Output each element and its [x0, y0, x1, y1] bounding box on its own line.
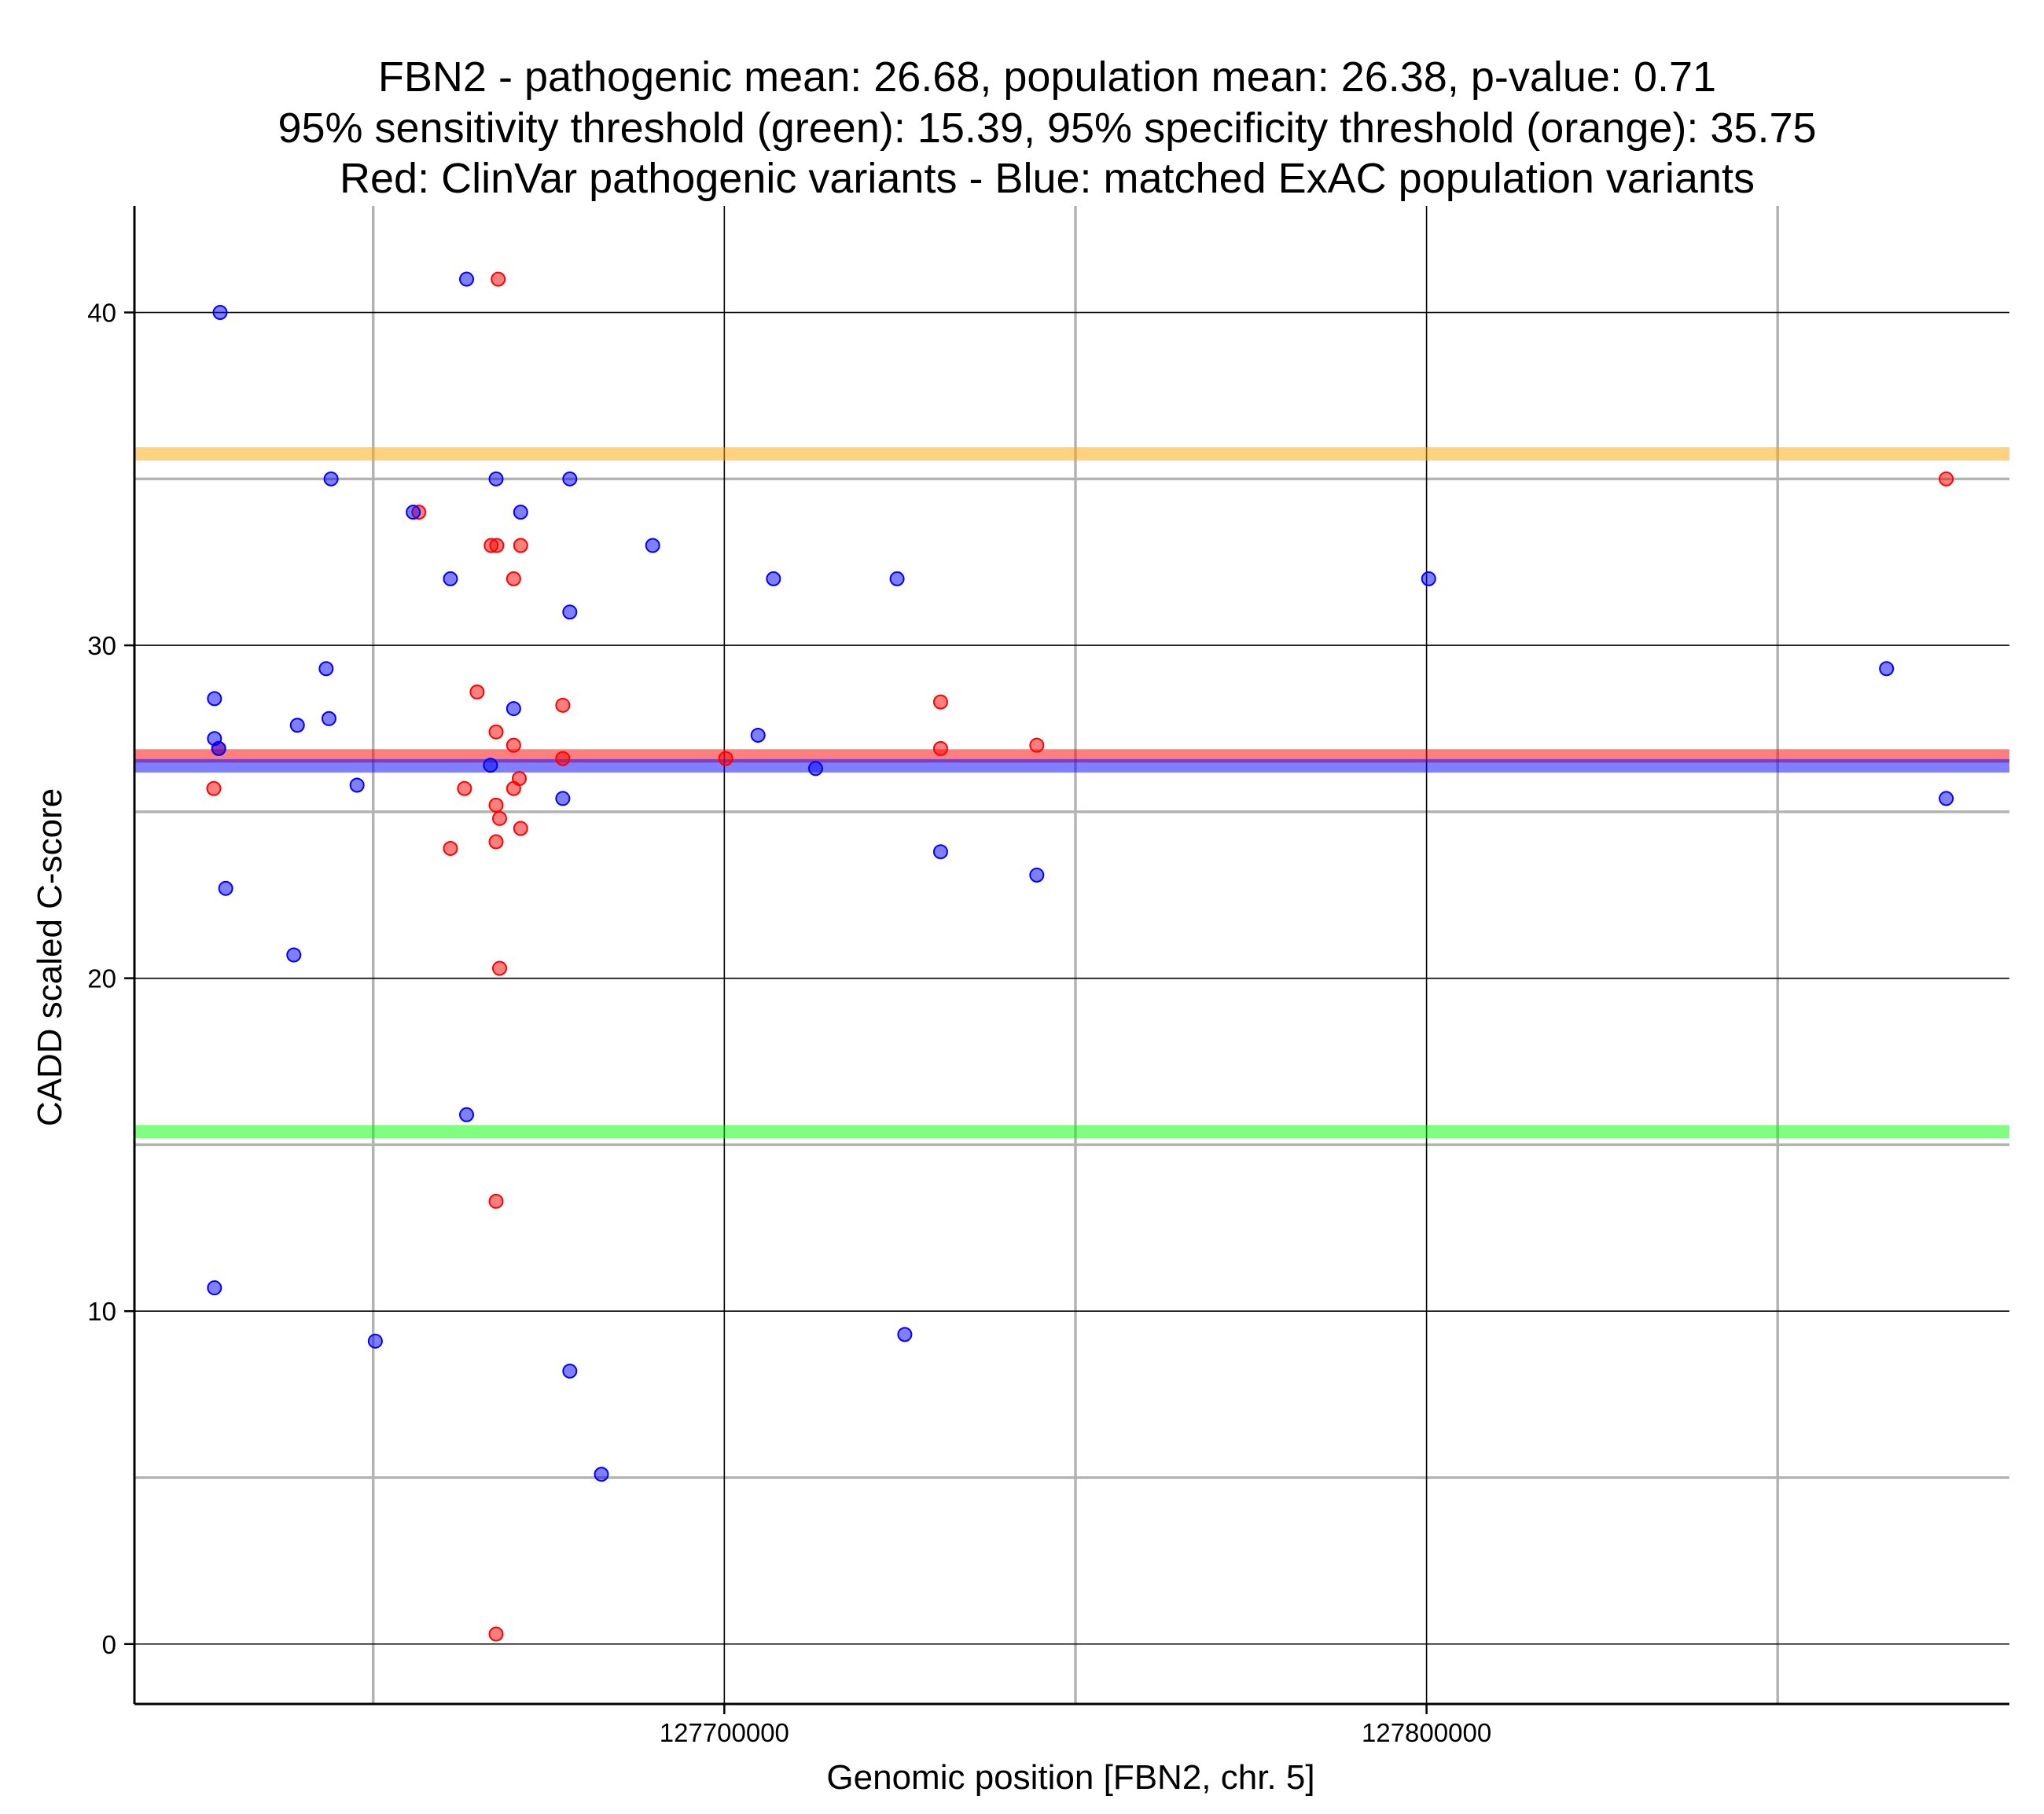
- population-point: [207, 691, 222, 707]
- population-point: [1879, 661, 1895, 677]
- population-point: [406, 505, 421, 520]
- population-point: [513, 505, 528, 520]
- pathogenic-point: [489, 538, 505, 553]
- pathogenic-point: [469, 684, 485, 700]
- pathogenic-point: [505, 571, 521, 586]
- population-point: [889, 571, 905, 586]
- y-tick-label: 20: [87, 964, 116, 993]
- pathogenic-point: [206, 780, 222, 796]
- y-axis-title: CADD scaled C-score: [31, 788, 69, 1126]
- pathogenic-point: [932, 740, 948, 756]
- population-point: [645, 538, 660, 553]
- population-point: [807, 761, 823, 777]
- data-points: [206, 271, 1954, 1642]
- population-point: [212, 305, 228, 321]
- x-tick-label: 127700000: [660, 1718, 789, 1747]
- population-point: [562, 1363, 578, 1379]
- y-tick-label: 30: [87, 631, 116, 660]
- pathogenic-point: [488, 724, 504, 740]
- pathogenic-point: [488, 1626, 504, 1642]
- pathogenic-point: [491, 810, 507, 826]
- pathogenic-point: [555, 751, 571, 766]
- population-point: [367, 1333, 383, 1349]
- y-tick-label: 10: [87, 1297, 116, 1326]
- pathogenic-point: [505, 737, 521, 753]
- population-point: [505, 701, 521, 717]
- x-tick-label: 127800000: [1362, 1718, 1491, 1747]
- population-point: [562, 604, 578, 620]
- population-point: [932, 844, 948, 860]
- population-point: [321, 711, 336, 726]
- population-point: [289, 718, 305, 733]
- population-point: [1421, 571, 1436, 586]
- title-line-1: FBN2 - pathogenic mean: 26.68, populatio…: [378, 53, 1716, 101]
- population-point: [594, 1467, 609, 1482]
- reference-lines: [134, 447, 2009, 1139]
- pathogenic-point: [488, 797, 504, 813]
- pathogenic-point: [1939, 471, 1954, 487]
- pathogenic-point: [488, 1193, 504, 1209]
- population-point: [207, 1280, 222, 1296]
- pathogenic-point: [491, 960, 507, 976]
- population-point: [211, 740, 226, 756]
- population-point: [323, 471, 339, 487]
- population-point: [488, 471, 504, 487]
- axes: [124, 206, 2009, 1714]
- population-point: [750, 727, 766, 743]
- y-tick-label: 40: [87, 299, 116, 328]
- pathogenic-point: [1029, 737, 1045, 753]
- pathogenic-point: [512, 771, 528, 787]
- population-point: [318, 661, 334, 677]
- population-point: [1939, 791, 1954, 806]
- population-point: [766, 571, 781, 586]
- pathogenic-point: [457, 780, 472, 796]
- population-point: [1029, 867, 1045, 883]
- pathogenic-point: [491, 271, 506, 287]
- pathogenic-point: [555, 697, 571, 713]
- title-line-2: 95% sensitivity threshold (green): 15.39…: [278, 105, 1816, 152]
- population-point: [443, 571, 458, 586]
- population-point: [459, 271, 475, 287]
- pathogenic-point: [513, 821, 528, 836]
- pathogenic-point: [488, 834, 504, 850]
- population-point: [483, 758, 498, 773]
- title-line-3: Red: ClinVar pathogenic variants - Blue:…: [340, 155, 1755, 202]
- population-point: [897, 1327, 913, 1342]
- chart-title: FBN2 - pathogenic mean: 26.68, populatio…: [278, 53, 1816, 202]
- tick-labels: 0 10 20 30 40 127700000 127800000: [87, 299, 1491, 1747]
- population-point: [562, 471, 578, 487]
- population-point: [286, 947, 302, 963]
- gridlines: [134, 206, 2009, 1704]
- pathogenic-point: [718, 751, 733, 766]
- pathogenic-point: [513, 538, 528, 553]
- pathogenic-point: [932, 694, 948, 710]
- y-tick-label: 0: [102, 1630, 116, 1659]
- population-point: [218, 880, 233, 896]
- population-point: [349, 777, 365, 793]
- population-point: [555, 791, 571, 806]
- population-point: [459, 1107, 475, 1122]
- x-axis-title: Genomic position [FBN2, chr. 5]: [826, 1758, 1314, 1797]
- pathogenic-point: [443, 840, 458, 856]
